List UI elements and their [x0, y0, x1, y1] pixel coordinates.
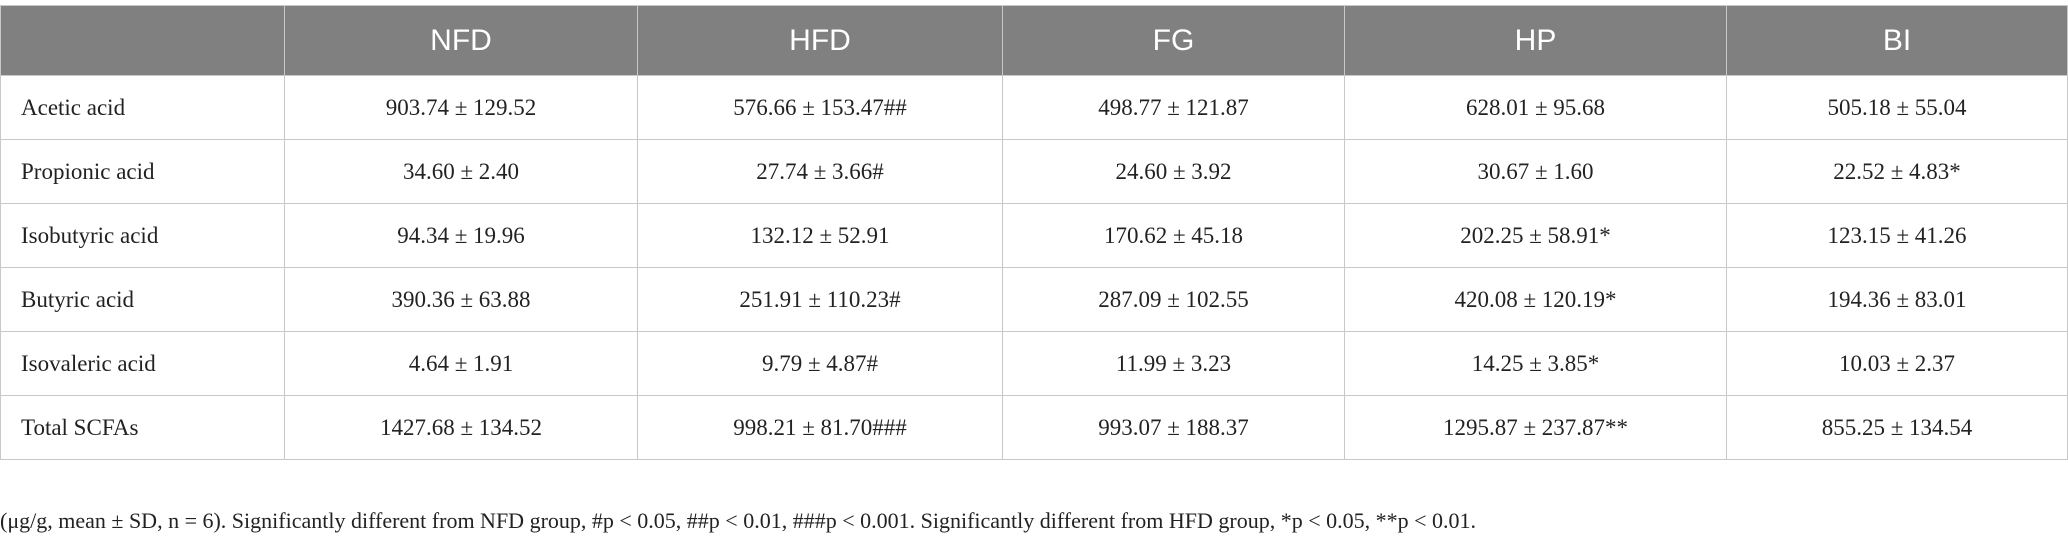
value-cell: 123.15 ± 41.26: [1726, 203, 2068, 268]
value-cell: 94.34 ± 19.96: [284, 203, 638, 268]
scfa-table: NFD HFD FG HP BI Acetic acid 903.74 ± 129.52 5…: [0, 5, 2068, 460]
header-cell: FG: [1002, 5, 1345, 76]
value-cell: 390.36 ± 63.88: [284, 267, 638, 332]
header-row: NFD HFD FG HP BI: [0, 5, 2068, 76]
header-cell: HFD: [637, 5, 1003, 76]
value-cell: 4.64 ± 1.91: [284, 331, 638, 396]
value-cell: 34.60 ± 2.40: [284, 139, 638, 204]
header-cell: BI: [1726, 5, 2068, 76]
table-row: Butyric acid 390.36 ± 63.88 251.91 ± 110.2…: [0, 267, 2068, 332]
value-cell: 22.52 ± 4.83*: [1726, 139, 2068, 204]
value-cell: 855.25 ± 134.54: [1726, 395, 2068, 460]
row-label: Acetic acid: [0, 75, 285, 140]
value-cell: 30.67 ± 1.60: [1344, 139, 1727, 204]
footnote: (μg/g, mean ± SD, n = 6). Significantly …: [0, 508, 1477, 533]
table-row: Total SCFAs 1427.68 ± 134.52 998.21 ± 81.7…: [0, 395, 2068, 460]
value-cell: 1295.87 ± 237.87**: [1344, 395, 1727, 460]
table-row: Isobutyric acid 94.34 ± 19.96 132.12 ± 52.…: [0, 203, 2068, 268]
row-label: Propionic acid: [0, 139, 285, 204]
value-cell: 202.25 ± 58.91*: [1344, 203, 1727, 268]
row-label: Isobutyric acid: [0, 203, 285, 268]
value-cell: 170.62 ± 45.18: [1002, 203, 1345, 268]
table-body: Acetic acid 903.74 ± 129.52 576.66 ± 153.4…: [0, 75, 2068, 460]
value-cell: 420.08 ± 120.19*: [1344, 267, 1727, 332]
value-cell: 132.12 ± 52.91: [637, 203, 1003, 268]
header-cell: HP: [1344, 5, 1727, 76]
value-cell: 194.36 ± 83.01: [1726, 267, 2068, 332]
table-row: Propionic acid 34.60 ± 2.40 27.74 ± 3.66# 2…: [0, 139, 2068, 204]
value-cell: 498.77 ± 121.87: [1002, 75, 1345, 140]
value-cell: 903.74 ± 129.52: [284, 75, 638, 140]
value-cell: 9.79 ± 4.87#: [637, 331, 1003, 396]
row-label: Isovaleric acid: [0, 331, 285, 396]
value-cell: 14.25 ± 3.85*: [1344, 331, 1727, 396]
value-cell: 27.74 ± 3.66#: [637, 139, 1003, 204]
value-cell: 505.18 ± 55.04: [1726, 75, 2068, 140]
value-cell: 251.91 ± 110.23#: [637, 267, 1003, 332]
value-cell: 24.60 ± 3.92: [1002, 139, 1345, 204]
row-label: Total SCFAs: [0, 395, 285, 460]
value-cell: 628.01 ± 95.68: [1344, 75, 1727, 140]
value-cell: 998.21 ± 81.70###: [637, 395, 1003, 460]
value-cell: 576.66 ± 153.47##: [637, 75, 1003, 140]
value-cell: 287.09 ± 102.55: [1002, 267, 1345, 332]
header-cell: [0, 5, 285, 76]
value-cell: 1427.68 ± 134.52: [284, 395, 638, 460]
value-cell: 993.07 ± 188.37: [1002, 395, 1345, 460]
value-cell: 10.03 ± 2.37: [1726, 331, 2068, 396]
table-row: Acetic acid 903.74 ± 129.52 576.66 ± 153.4…: [0, 75, 2068, 140]
table-row: Isovaleric acid 4.64 ± 1.91 9.79 ± 4.87# 11…: [0, 331, 2068, 396]
header-cell: NFD: [284, 5, 638, 76]
row-label: Butyric acid: [0, 267, 285, 332]
value-cell: 11.99 ± 3.23: [1002, 331, 1345, 396]
